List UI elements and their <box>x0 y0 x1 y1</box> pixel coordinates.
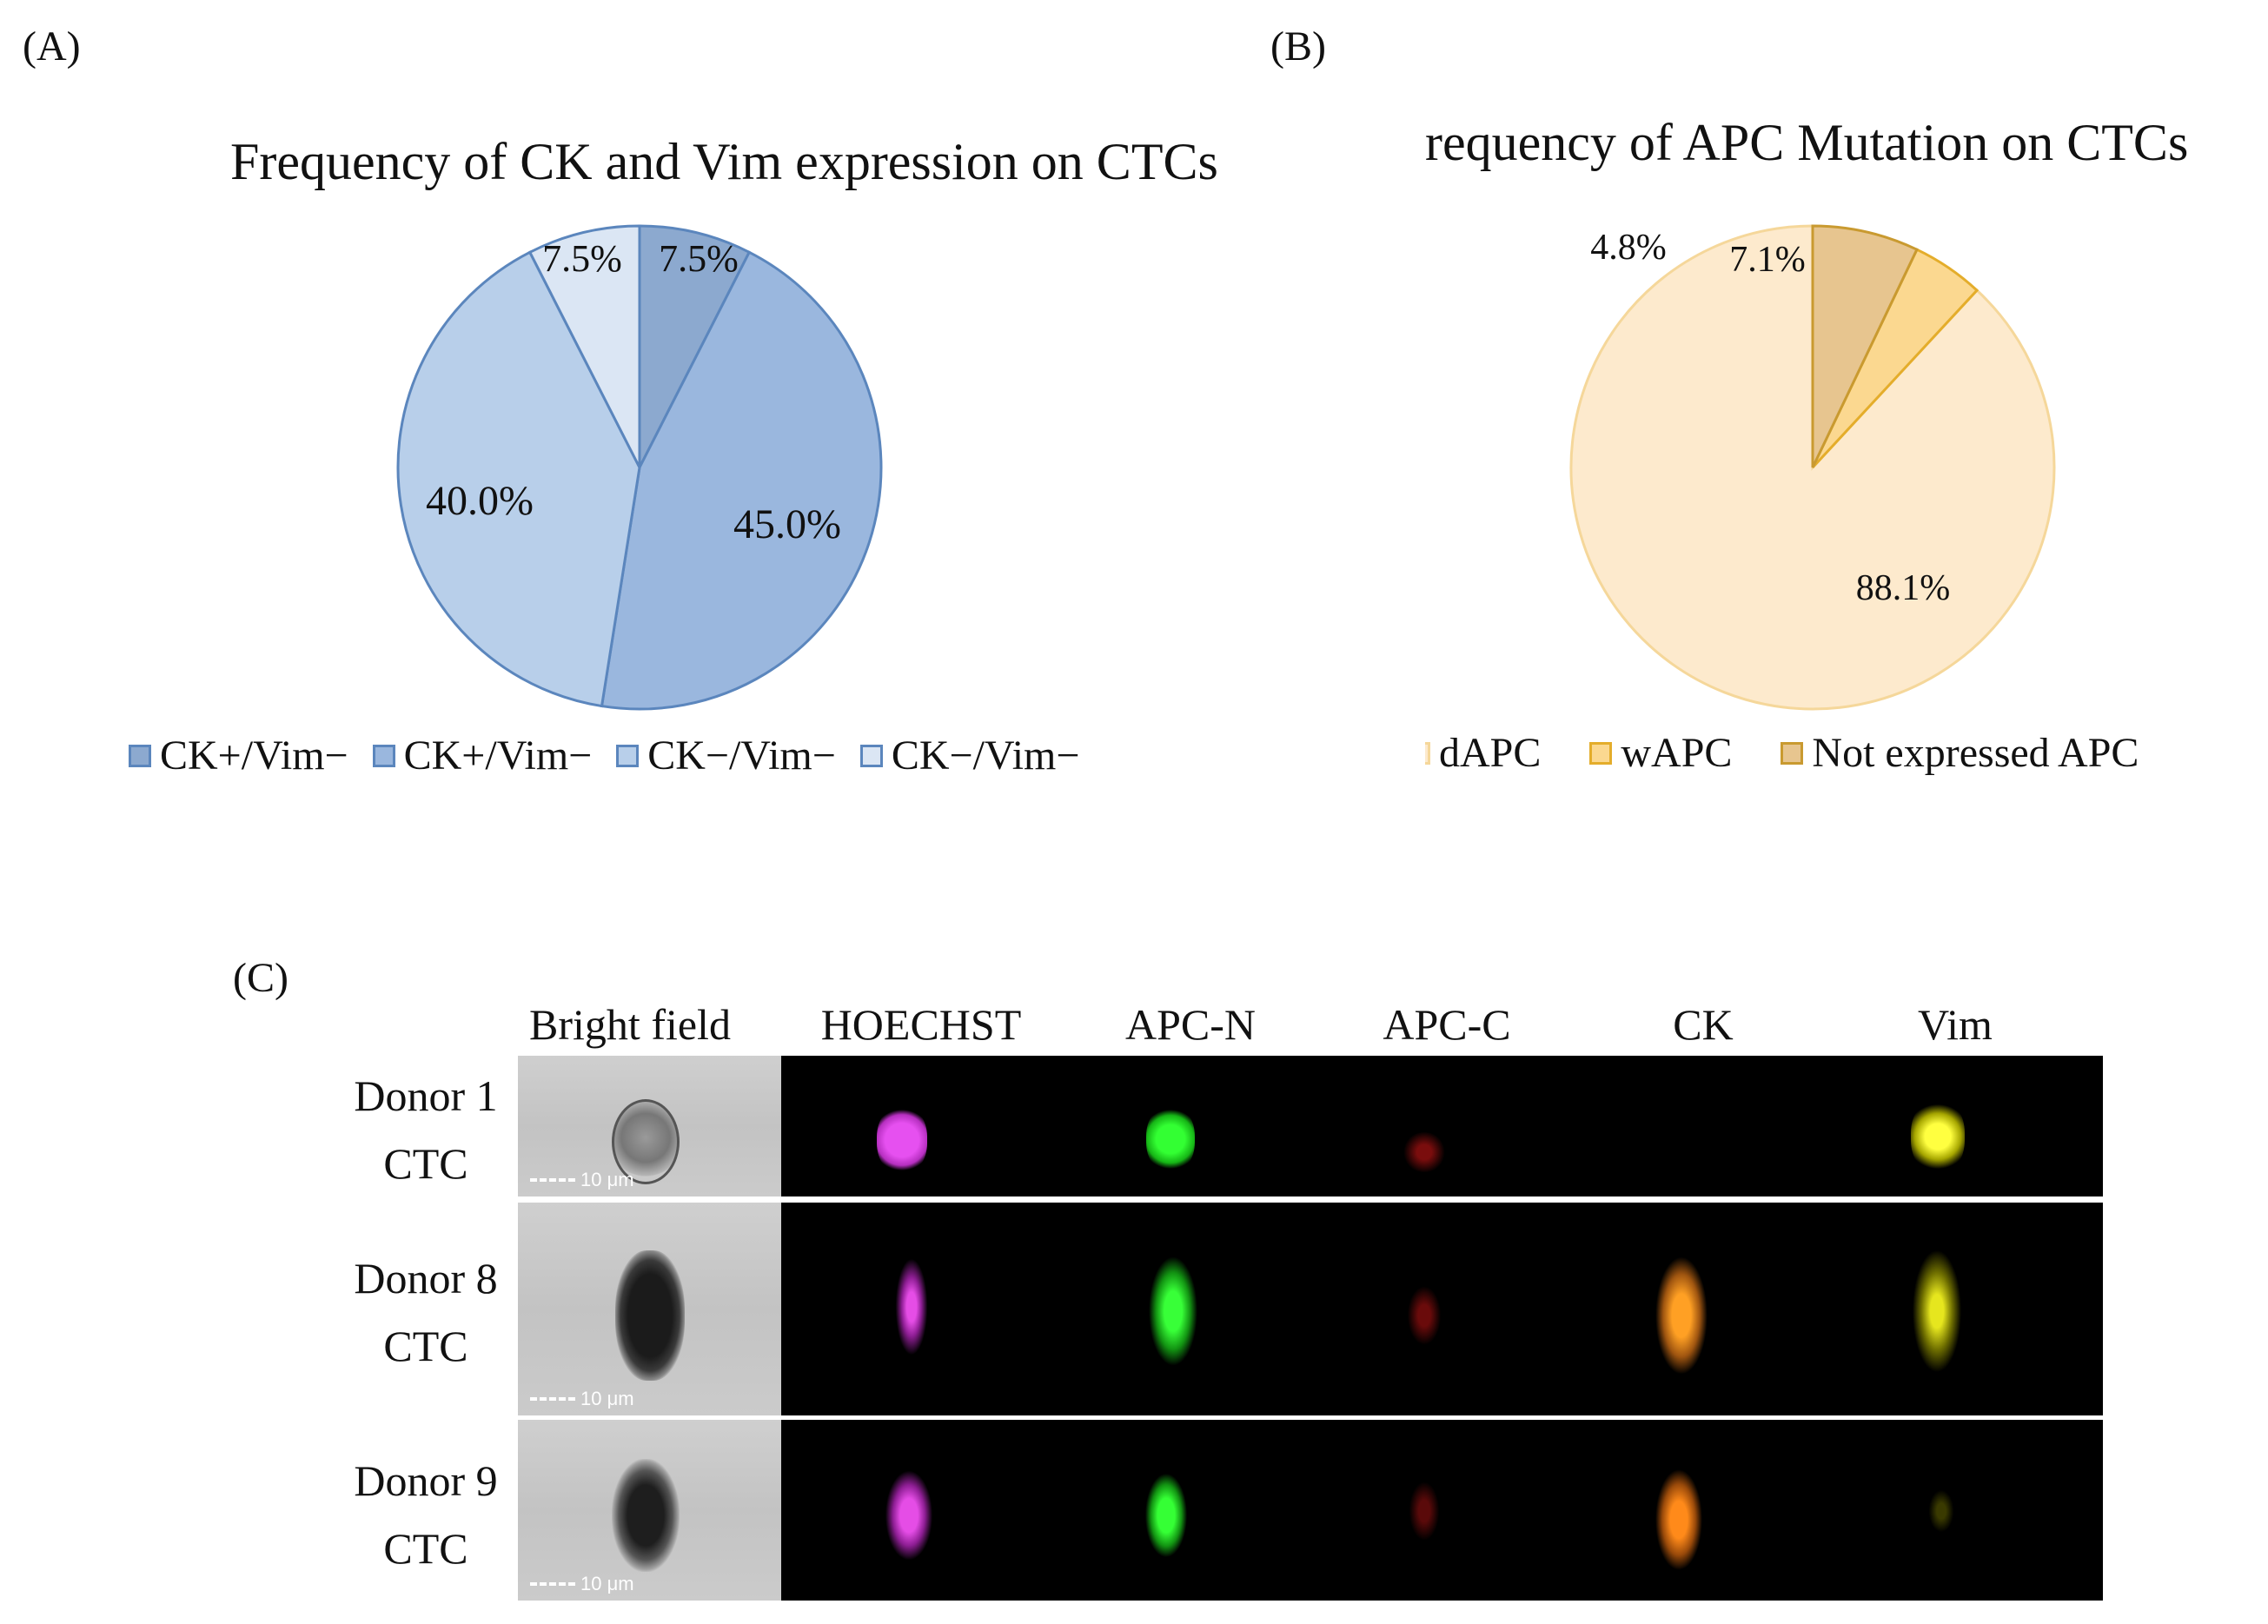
col-header-ck: CK <box>1673 1000 1734 1049</box>
pie-slice <box>638 224 752 468</box>
chart-b-title: requency of APC Mutation on CTCs <box>1425 114 2189 171</box>
slice-label: 7.1% <box>1729 240 1806 280</box>
legend-item: CK+/Vim− <box>372 732 593 779</box>
slice-label: 7.5% <box>542 237 622 280</box>
legend-item: Not expressed APC <box>1781 729 2139 777</box>
bright-field-image: 10 μm <box>518 1203 781 1415</box>
slice-label: 88.1% <box>1856 568 1951 608</box>
row-label-donor-1-type: CTC <box>383 1139 468 1188</box>
row-label-donor-9-type: CTC <box>383 1524 468 1573</box>
fluorescence-strip <box>781 1203 2103 1415</box>
row-label-donor-8-type: CTC <box>383 1322 468 1370</box>
chart-a-legend: CK+/Vim− CK+/Vim− CK−/Vim− CK−/Vim− <box>129 732 1104 779</box>
microscopy-row-donor-9: 10 μm <box>518 1420 2103 1601</box>
chart-b-title-clip: requency of APC Mutation on CTCs <box>1425 113 2259 200</box>
panel-label-c: (C) <box>233 955 288 1001</box>
row-label-donor-1-name: Donor 1 <box>354 1071 498 1120</box>
fluorescence-strip <box>781 1420 2103 1601</box>
bright-field-image: 10 μm <box>518 1420 781 1601</box>
chart-b-legend-clip: dAPC wAPC Not expressed APC <box>1425 726 2259 795</box>
slice-label: 45.0% <box>733 501 841 547</box>
legend-swatch <box>616 744 640 767</box>
panel-label-b: (B) <box>1270 23 1326 70</box>
row-label-donor-9: Donor 9 CTC <box>335 1447 517 1582</box>
legend-swatch <box>1425 741 1430 765</box>
legend-item: CK−/Vim− <box>616 732 836 779</box>
bright-field-image: 10 μm <box>518 1056 781 1196</box>
legend-label: Not expressed APC <box>1812 730 2139 776</box>
legend-label: CK+/Vim− <box>160 732 348 779</box>
legend-swatch <box>1589 741 1613 765</box>
row-label-donor-9-name: Donor 9 <box>354 1456 498 1505</box>
legend-label: dAPC <box>1439 730 1542 776</box>
panel-label-a: (A) <box>23 23 81 70</box>
slice-label: 4.8% <box>1590 228 1667 268</box>
slice-label: 40.0% <box>426 478 534 524</box>
scale-bar: 10 μm <box>530 1388 634 1410</box>
fluorescence-strip <box>781 1056 2103 1196</box>
chart-b-legend: dAPC wAPC Not expressed APC <box>1425 729 2187 777</box>
col-header-hoechst: HOECHST <box>820 1000 1022 1049</box>
col-header-bright-field: Bright field <box>529 1000 731 1049</box>
legend-label: CK−/Vim− <box>647 732 836 779</box>
legend-label: CK+/Vim− <box>403 732 593 779</box>
legend-item: CK+/Vim− <box>129 732 348 779</box>
scale-bar: 10 μm <box>530 1169 634 1191</box>
scale-bar: 10 μm <box>530 1573 634 1595</box>
microscopy-row-donor-8: 10 μm <box>518 1203 2103 1415</box>
pie-slice <box>527 224 641 468</box>
slice-label: 7.5% <box>659 237 739 280</box>
pie-slice <box>396 250 641 708</box>
row-label-donor-1: Donor 1 CTC <box>335 1062 517 1197</box>
row-label-donor-8: Donor 8 CTC <box>335 1244 517 1380</box>
pie-slice <box>1811 224 1919 468</box>
pie-slice <box>600 250 883 711</box>
chart-a-title: Frequency of CK and Vim expression on CT… <box>230 133 1218 190</box>
legend-swatch <box>372 744 395 767</box>
microscopy-row-donor-1: 10 μm <box>518 1056 2103 1196</box>
chart-b-pie: 88.1% 4.8% 7.1% <box>1569 224 2056 711</box>
legend-item: dAPC <box>1425 729 1541 777</box>
col-header-apc-c: APC-C <box>1383 1000 1511 1049</box>
col-header-vim: Vim <box>1918 1000 1993 1049</box>
legend-item: wAPC <box>1589 729 1732 777</box>
legend-item: CK−/Vim− <box>859 732 1080 779</box>
legend-swatch <box>859 744 883 767</box>
col-header-apc-n: APC-N <box>1124 1000 1257 1049</box>
chart-a-pie: 7.5% 45.0% 40.0% 7.5% <box>396 224 883 711</box>
legend-swatch <box>129 744 151 767</box>
legend-label: CK−/Vim− <box>891 732 1080 779</box>
legend-swatch <box>1781 741 1804 765</box>
legend-label: wAPC <box>1621 730 1733 776</box>
row-label-donor-8-name: Donor 8 <box>354 1254 498 1303</box>
